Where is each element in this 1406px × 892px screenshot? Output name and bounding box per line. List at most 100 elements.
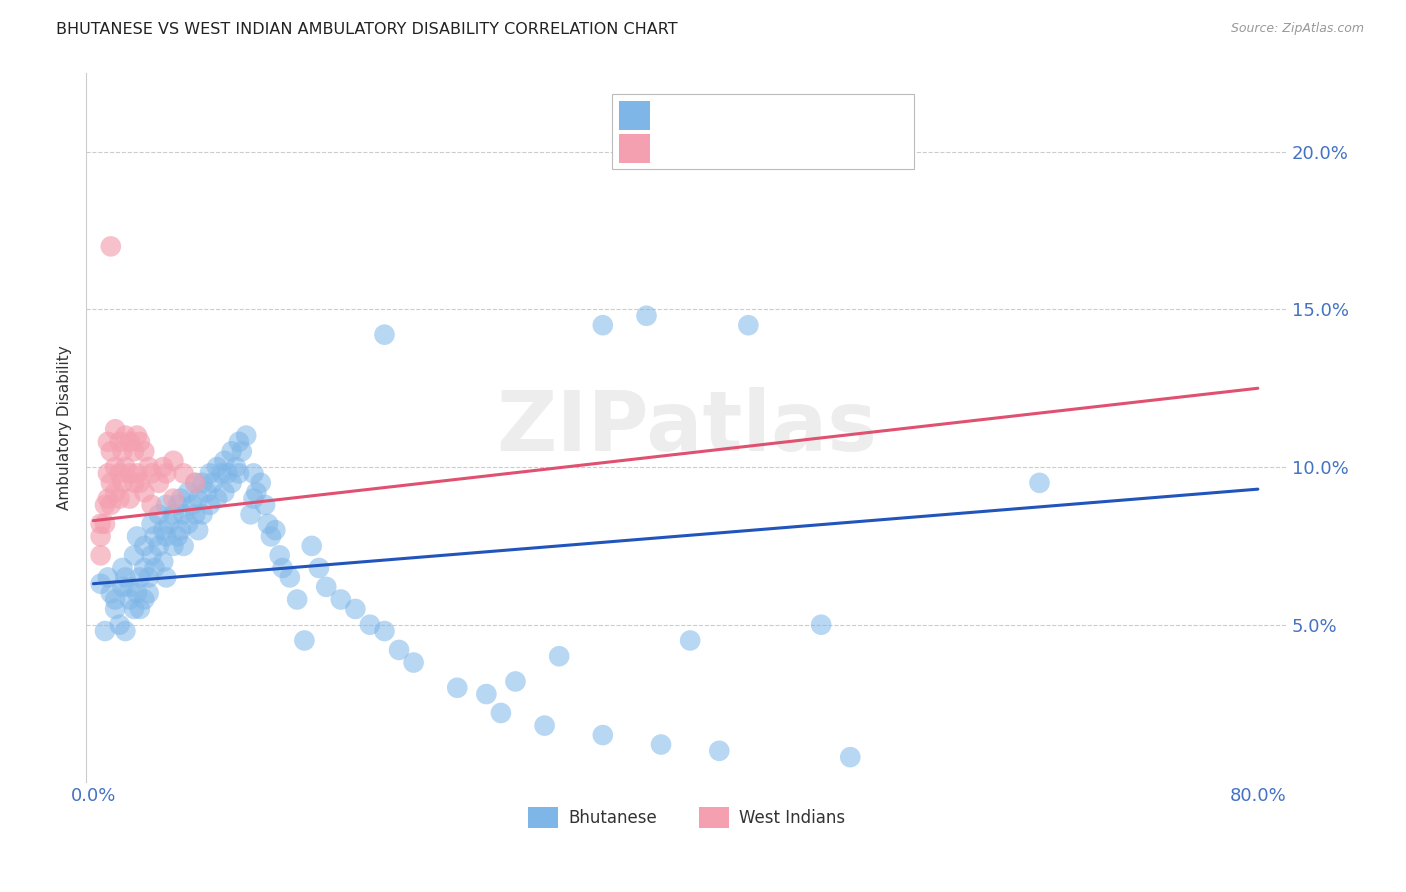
Point <box>152 460 174 475</box>
Point <box>94 516 117 531</box>
Point <box>155 570 177 584</box>
Point <box>104 485 127 500</box>
Point <box>198 467 221 481</box>
Point <box>242 467 264 481</box>
Point <box>118 467 141 481</box>
Point <box>104 460 127 475</box>
Text: 110: 110 <box>794 107 830 125</box>
Point <box>143 561 166 575</box>
Point <box>650 738 672 752</box>
Point <box>592 728 614 742</box>
Point <box>214 485 236 500</box>
Point <box>97 467 120 481</box>
Point <box>125 586 148 600</box>
Point <box>114 460 136 475</box>
Point <box>177 516 200 531</box>
Text: 0.126: 0.126 <box>692 140 744 158</box>
Point <box>344 602 367 616</box>
Point <box>191 508 214 522</box>
Point <box>1028 475 1050 490</box>
Point <box>97 434 120 449</box>
Point <box>155 498 177 512</box>
Point <box>839 750 862 764</box>
Point <box>264 523 287 537</box>
Point <box>129 602 152 616</box>
Point <box>505 674 527 689</box>
Point <box>294 633 316 648</box>
Point <box>173 508 195 522</box>
Point <box>122 602 145 616</box>
Point <box>373 327 395 342</box>
Point <box>217 467 239 481</box>
Point <box>134 561 156 575</box>
Point <box>173 467 195 481</box>
Point <box>148 475 170 490</box>
Point <box>198 498 221 512</box>
Point <box>129 434 152 449</box>
Text: BHUTANESE VS WEST INDIAN AMBULATORY DISABILITY CORRELATION CHART: BHUTANESE VS WEST INDIAN AMBULATORY DISA… <box>56 22 678 37</box>
Point <box>489 706 512 720</box>
Point <box>177 485 200 500</box>
Point <box>104 602 127 616</box>
Point <box>260 529 283 543</box>
Point <box>157 516 180 531</box>
Point <box>737 318 759 333</box>
Point <box>141 467 163 481</box>
Point <box>138 570 160 584</box>
Point <box>402 656 425 670</box>
Legend: Bhutanese, West Indians: Bhutanese, West Indians <box>522 801 852 834</box>
Point <box>242 491 264 506</box>
Point <box>184 475 207 490</box>
Text: R =: R = <box>657 140 693 158</box>
Point <box>94 498 117 512</box>
Point <box>118 580 141 594</box>
Point <box>209 467 232 481</box>
Text: Source: ZipAtlas.com: Source: ZipAtlas.com <box>1230 22 1364 36</box>
Point <box>143 529 166 543</box>
Point <box>141 516 163 531</box>
Point <box>187 491 209 506</box>
Point <box>373 624 395 638</box>
Point <box>148 539 170 553</box>
Point <box>231 444 253 458</box>
Point <box>90 516 112 531</box>
Point <box>138 460 160 475</box>
Point <box>173 539 195 553</box>
Point <box>111 561 134 575</box>
Point <box>225 460 247 475</box>
Point <box>257 516 280 531</box>
Point <box>114 624 136 638</box>
Point <box>108 491 131 506</box>
Point <box>181 498 204 512</box>
Point <box>90 576 112 591</box>
Point <box>108 617 131 632</box>
Point <box>155 529 177 543</box>
Point <box>214 454 236 468</box>
Point <box>228 467 250 481</box>
Point <box>141 498 163 512</box>
Point <box>141 549 163 563</box>
Point <box>446 681 468 695</box>
Point <box>166 498 188 512</box>
Point <box>201 475 224 490</box>
Point <box>97 570 120 584</box>
Point <box>249 475 271 490</box>
Point <box>166 529 188 543</box>
Point <box>191 475 214 490</box>
Point <box>278 570 301 584</box>
Point <box>108 467 131 481</box>
Point <box>118 434 141 449</box>
Point <box>184 475 207 490</box>
Point <box>239 508 262 522</box>
Point <box>118 491 141 506</box>
Point <box>129 475 152 490</box>
Point <box>162 491 184 506</box>
Point <box>100 475 122 490</box>
Point <box>592 318 614 333</box>
Point <box>548 649 571 664</box>
Point <box>679 633 702 648</box>
Point <box>125 467 148 481</box>
Point <box>205 491 228 506</box>
Point <box>269 549 291 563</box>
Point <box>122 549 145 563</box>
